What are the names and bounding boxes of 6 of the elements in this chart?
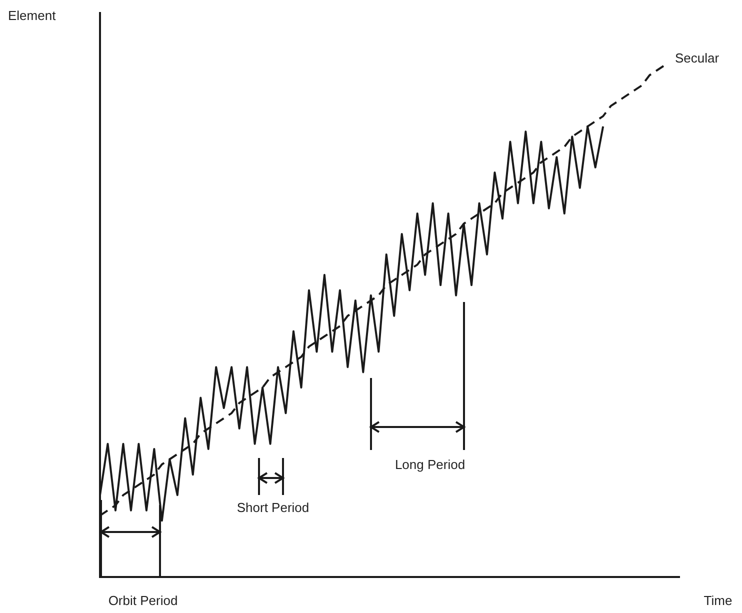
text: Orbit Period [108,593,178,608]
series-label: Secular [675,50,720,66]
y-axis-title: Element [8,8,56,23]
x-axis-title: Time [704,593,732,608]
annotation: Short Period [236,500,310,515]
annotation: Long Period [394,457,466,472]
